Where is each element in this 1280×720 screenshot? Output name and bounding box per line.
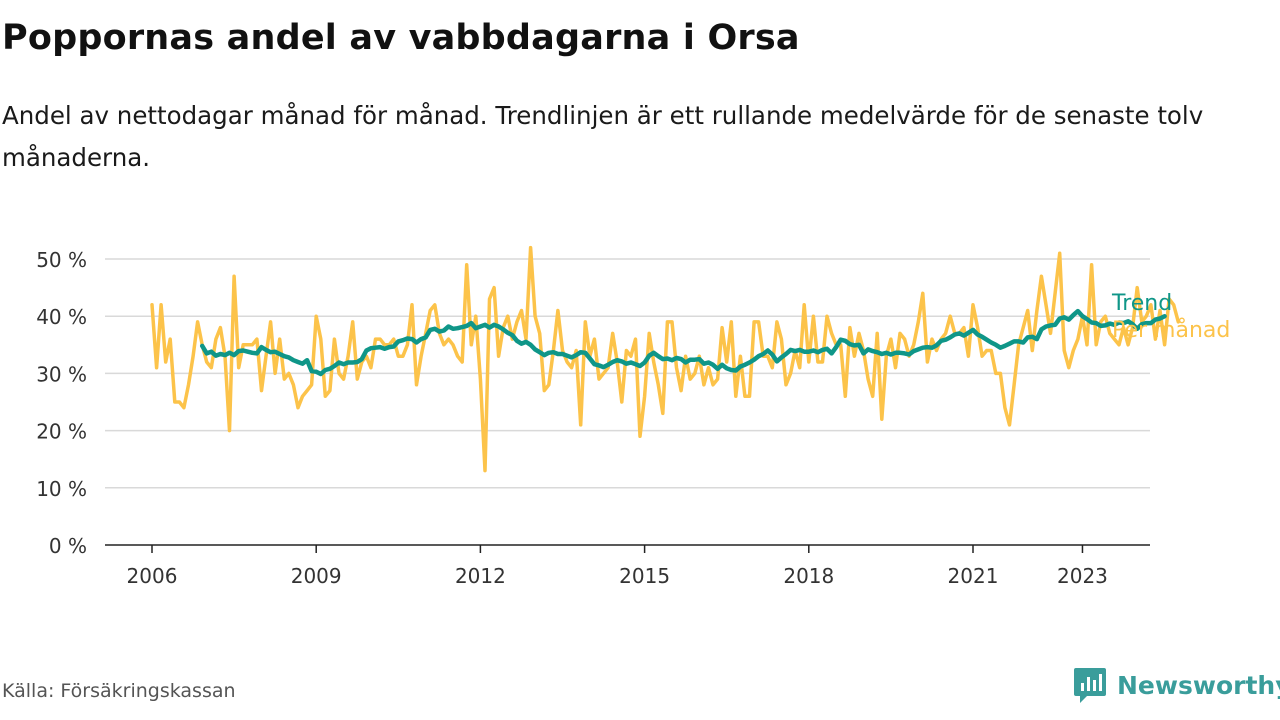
x-tick-label: 2009 xyxy=(291,564,342,588)
chart-title: Poppornas andel av vabbdagarna i Orsa xyxy=(2,18,800,58)
y-tick-label: 20 % xyxy=(36,420,87,444)
series-lines xyxy=(150,245,1181,473)
y-tick-label: 10 % xyxy=(36,477,87,501)
chart-subtitle: Andel av nettodagar månad för månad. Tre… xyxy=(2,101,1204,172)
y-tick-label: 30 % xyxy=(36,362,87,386)
newsworthy-brand[interactable]: Newsworthy xyxy=(1073,665,1280,705)
series-line-trend xyxy=(199,308,1167,377)
y-tick-label: 50 % xyxy=(36,248,87,272)
x-tick-label: 2018 xyxy=(783,564,834,588)
brand-name: Newsworthy xyxy=(1117,670,1280,700)
y-tick-label: 0 % xyxy=(49,534,87,558)
y-tick-label: 40 % xyxy=(36,305,87,329)
x-tick-label: 2006 xyxy=(127,564,178,588)
y-axis: 0 % 10 % 20 % 30 % 40 % 50 % xyxy=(36,248,87,558)
x-tick-label: 2023 xyxy=(1057,564,1108,588)
line-chart: 0 % 10 % 20 % 30 % 40 % 50 % 2006 2009 2012 2015… xyxy=(36,245,1230,588)
source-note: Källa: Försäkringskassan xyxy=(2,680,236,702)
newsworthy-logo-icon xyxy=(1074,668,1106,703)
legend-label-per-manad: Per månad xyxy=(1112,317,1230,343)
legend-label-trend: Trend xyxy=(1111,291,1172,316)
x-tick-label: 2015 xyxy=(619,564,670,588)
x-axis: 2006 2009 2012 2015 2018 2021 2023 xyxy=(105,544,1150,588)
series-line-per-manad xyxy=(150,245,1181,473)
x-tick-label: 2021 xyxy=(948,564,999,588)
x-tick-label: 2012 xyxy=(455,564,506,588)
gridlines xyxy=(105,258,1150,489)
